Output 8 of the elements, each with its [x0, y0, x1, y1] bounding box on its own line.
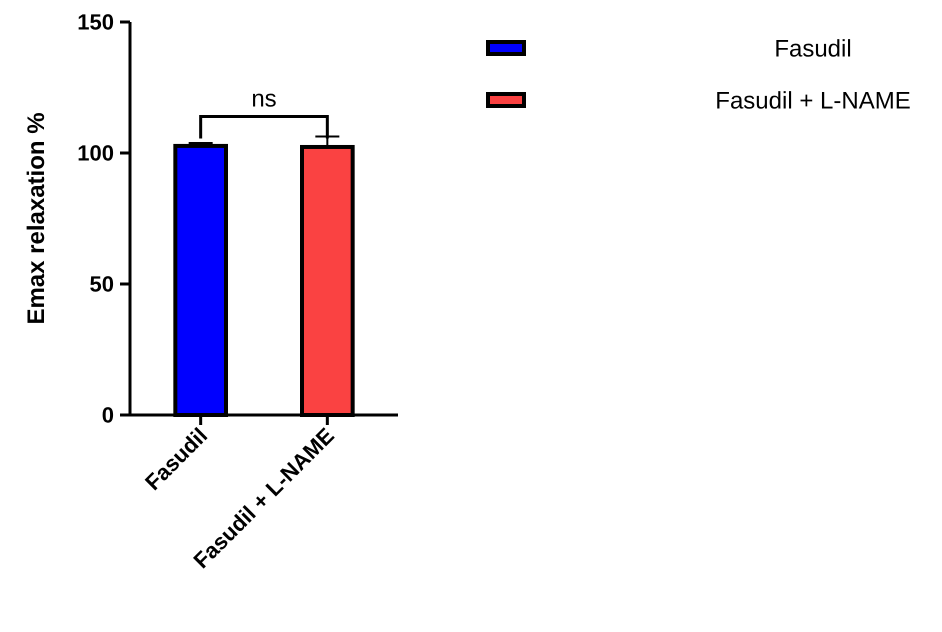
y-tick-label: 150	[77, 10, 114, 35]
y-tick-label: 100	[77, 140, 114, 166]
y-tick-label: 50	[90, 272, 114, 297]
text: Fasudil	[774, 35, 852, 62]
y-tick-label: 0	[102, 402, 114, 428]
y-axis-title: Emax relaxation %	[23, 112, 50, 325]
text: Fasudil + L-NAME	[715, 87, 911, 114]
annotation: ns	[251, 85, 277, 112]
